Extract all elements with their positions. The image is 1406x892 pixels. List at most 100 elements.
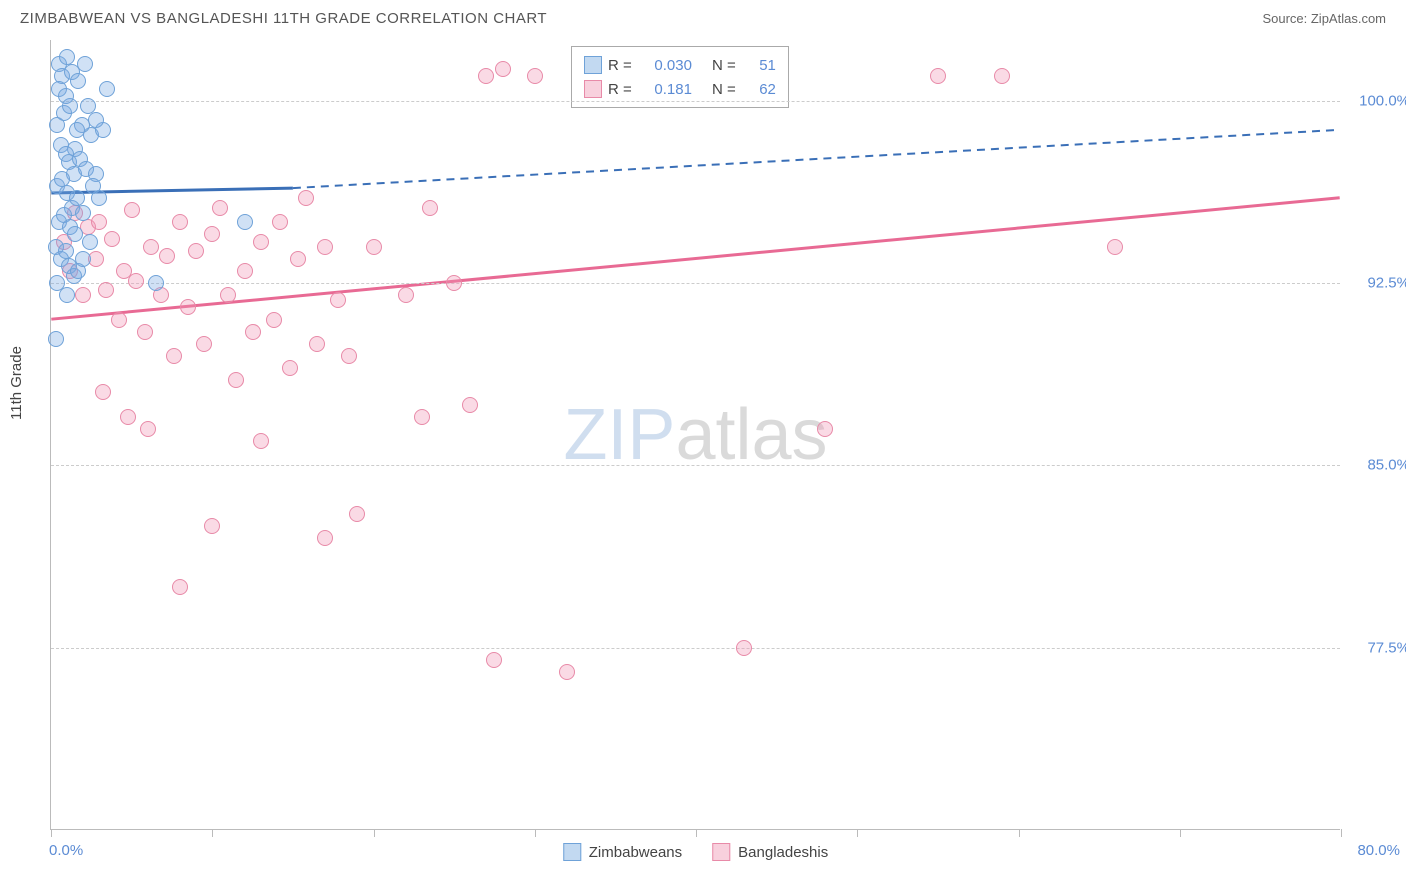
data-point xyxy=(124,202,140,218)
legend-swatch xyxy=(584,80,602,98)
data-point xyxy=(462,397,478,413)
x-max-label: 80.0% xyxy=(1357,842,1400,859)
legend-n-value: 62 xyxy=(746,81,776,98)
data-point xyxy=(298,190,314,206)
data-point xyxy=(69,122,85,138)
data-point xyxy=(204,226,220,242)
data-point xyxy=(817,421,833,437)
data-point xyxy=(196,336,212,352)
data-point xyxy=(59,49,75,65)
y-axis-label: 11th Grade xyxy=(8,346,25,420)
trend-line-extrapolated xyxy=(293,130,1340,188)
legend-row: R = 0.030 N = 51 xyxy=(584,53,776,77)
data-point xyxy=(137,324,153,340)
legend-swatch xyxy=(712,843,730,861)
data-point xyxy=(172,214,188,230)
data-point xyxy=(330,292,346,308)
data-point xyxy=(204,518,220,534)
data-point xyxy=(220,287,236,303)
data-point xyxy=(75,287,91,303)
data-point xyxy=(317,530,333,546)
data-point xyxy=(188,243,204,259)
y-tick-label: 85.0% xyxy=(1350,457,1406,474)
data-point xyxy=(486,652,502,668)
data-point xyxy=(75,205,91,221)
data-point xyxy=(414,409,430,425)
data-point xyxy=(527,68,543,84)
series-legend: Zimbabweans Bangladeshis xyxy=(563,843,828,861)
grid-line xyxy=(51,465,1340,466)
watermark-atlas: atlas xyxy=(675,395,827,475)
data-point xyxy=(85,178,101,194)
y-tick-label: 77.5% xyxy=(1350,639,1406,656)
data-point xyxy=(104,231,120,247)
data-point xyxy=(98,282,114,298)
data-point xyxy=(180,299,196,315)
data-point xyxy=(266,312,282,328)
data-point xyxy=(54,171,70,187)
legend-n-value: 51 xyxy=(746,57,776,74)
x-tick xyxy=(1180,829,1181,837)
data-point xyxy=(75,251,91,267)
data-point xyxy=(48,331,64,347)
y-tick-label: 100.0% xyxy=(1350,92,1406,109)
grid-line xyxy=(51,101,1340,102)
chart-title: ZIMBABWEAN VS BANGLADESHI 11TH GRADE COR… xyxy=(20,10,547,27)
data-point xyxy=(559,664,575,680)
data-point xyxy=(290,251,306,267)
data-point xyxy=(143,239,159,255)
data-point xyxy=(58,88,74,104)
data-point xyxy=(253,433,269,449)
data-point xyxy=(111,312,127,328)
data-point xyxy=(272,214,288,230)
legend-swatch xyxy=(563,843,581,861)
data-point xyxy=(366,239,382,255)
data-point xyxy=(159,248,175,264)
x-tick xyxy=(374,829,375,837)
x-tick xyxy=(212,829,213,837)
y-tick-label: 92.5% xyxy=(1350,275,1406,292)
x-tick xyxy=(51,829,52,837)
data-point xyxy=(59,287,75,303)
data-point xyxy=(120,409,136,425)
data-point xyxy=(172,579,188,595)
legend-item: Zimbabweans xyxy=(563,843,682,861)
legend-label: Zimbabweans xyxy=(589,844,682,861)
data-point xyxy=(99,81,115,97)
data-point xyxy=(140,421,156,437)
legend-row: R = 0.181N = 62 xyxy=(584,77,776,101)
legend-item: Bangladeshis xyxy=(712,843,828,861)
data-point xyxy=(148,275,164,291)
data-point xyxy=(282,360,298,376)
data-point xyxy=(70,73,86,89)
data-point xyxy=(88,112,104,128)
data-point xyxy=(446,275,462,291)
data-point xyxy=(228,372,244,388)
scatter-plot-area: ZIPatlas R = 0.030N = 51R = 0.181N = 62 … xyxy=(50,40,1340,830)
data-point xyxy=(736,640,752,656)
data-point xyxy=(128,273,144,289)
data-point xyxy=(478,68,494,84)
x-tick xyxy=(1019,829,1020,837)
legend-r-value: 0.030 xyxy=(642,57,692,74)
data-point xyxy=(95,384,111,400)
chart-header: ZIMBABWEAN VS BANGLADESHI 11TH GRADE COR… xyxy=(0,0,1406,31)
data-point xyxy=(1107,239,1123,255)
watermark: ZIPatlas xyxy=(563,394,827,476)
grid-line xyxy=(51,283,1340,284)
data-point xyxy=(930,68,946,84)
correlation-legend: R = 0.030 N = 51 R = 0.181N = 62 xyxy=(571,46,789,108)
trend-lines-layer xyxy=(51,40,1340,829)
legend-n-label: N = xyxy=(712,81,740,98)
legend-swatch xyxy=(584,56,602,74)
x-tick xyxy=(535,829,536,837)
data-point xyxy=(166,348,182,364)
legend-n-label: N = xyxy=(712,57,740,74)
data-point xyxy=(398,287,414,303)
legend-r-label: R = xyxy=(608,57,636,74)
data-point xyxy=(422,200,438,216)
data-point xyxy=(91,214,107,230)
chart-source: Source: ZipAtlas.com xyxy=(1262,11,1386,26)
data-point xyxy=(341,348,357,364)
data-point xyxy=(253,234,269,250)
